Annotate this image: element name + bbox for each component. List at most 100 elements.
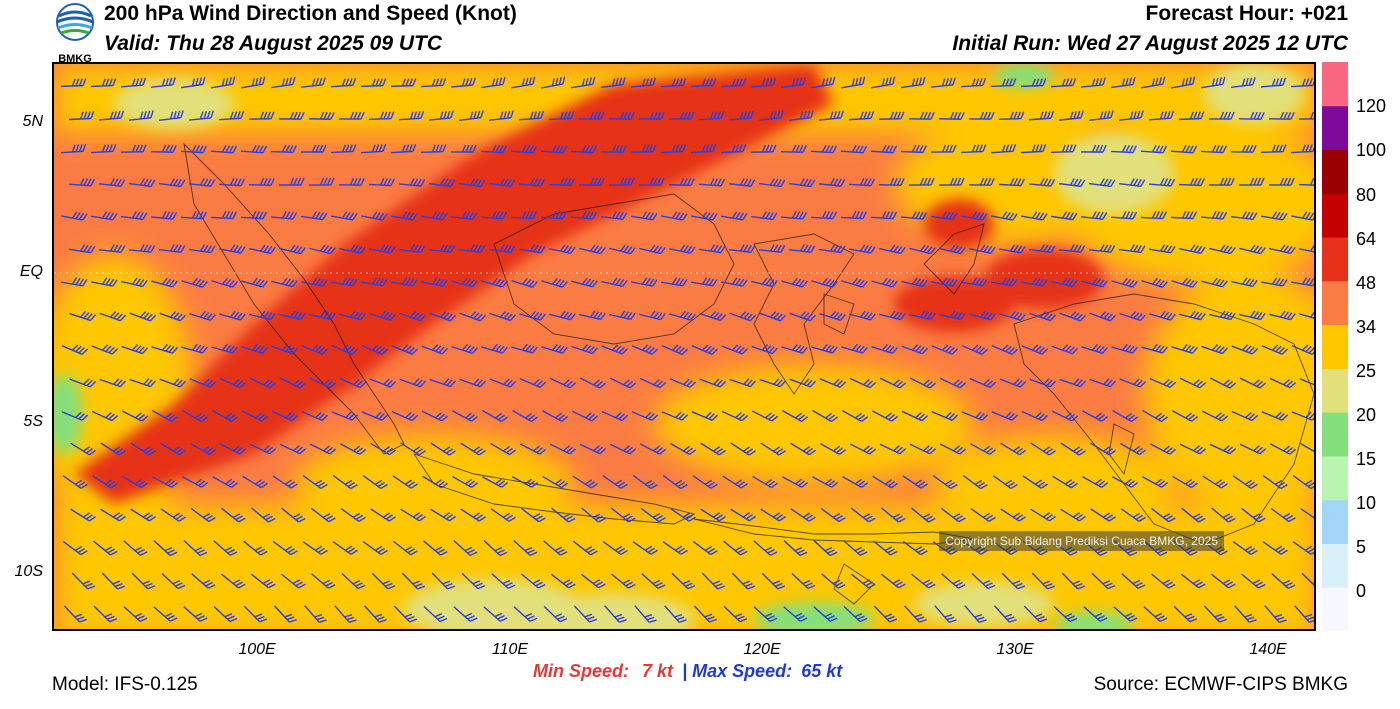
wind-barb: [219, 377, 247, 389]
wind-barb: [71, 572, 96, 590]
wind-barb: [451, 277, 478, 288]
wind-barb: [549, 443, 577, 455]
wind-barb: [570, 144, 597, 154]
wind-barb: [308, 111, 335, 120]
wind-barb: [309, 244, 336, 255]
wind-barb: [611, 573, 636, 589]
wind-barb: [549, 377, 577, 389]
colorbar-swatch: [1322, 368, 1348, 413]
wind-barb: [930, 77, 956, 88]
wind-barb: [638, 111, 665, 120]
wind-barb: [69, 378, 97, 388]
wind-barb: [632, 541, 658, 555]
wind-barb: [1234, 605, 1257, 623]
wind-barb: [932, 475, 958, 490]
wind-barb: [930, 144, 957, 153]
wind-barb: [458, 110, 484, 121]
lon-label-130e: 130E: [996, 641, 1034, 658]
wind-barb: [1170, 144, 1198, 154]
wind-barb: [990, 78, 1017, 88]
max-speed-value: 65 kt: [801, 661, 843, 681]
wind-barb: [211, 343, 238, 354]
wind-barb: [249, 244, 276, 255]
wind-barb: [189, 244, 216, 254]
wind-barb: [541, 277, 568, 288]
wind-barb: [1021, 277, 1048, 287]
wind-barb: [428, 244, 456, 253]
wind-barb: [759, 311, 787, 322]
wind-barb: [971, 572, 996, 590]
wind-barb: [870, 210, 898, 220]
wind-barb: [998, 177, 1025, 187]
wind-barb: [399, 311, 427, 322]
colorbar-swatch: [1322, 499, 1348, 544]
wind-barb: [1058, 110, 1084, 121]
wind-barb: [631, 344, 659, 355]
wind-barb: [98, 178, 126, 187]
wind-barb: [1298, 177, 1314, 187]
wind-barb: [159, 311, 187, 322]
wind-barb: [129, 378, 157, 388]
wind-barb: [820, 443, 847, 455]
wind-barb: [420, 144, 447, 154]
wind-barb: [549, 244, 576, 254]
wind-barb: [548, 111, 575, 121]
wind-barb: [520, 507, 546, 523]
wind-barb: [1021, 344, 1049, 355]
wind-barb: [310, 507, 336, 523]
colorbar-swatch: [1322, 412, 1348, 457]
wind-barb: [1201, 344, 1229, 355]
wind-barb: [1022, 475, 1048, 489]
wind-barb: [602, 475, 628, 489]
wind-barb: [91, 211, 118, 221]
wind-barb: [810, 144, 838, 154]
wind-barb: [578, 177, 605, 186]
wind-barb: [630, 144, 657, 153]
wind-barb: [760, 442, 786, 456]
wind-barb: [1264, 605, 1287, 623]
wind-barb: [1200, 210, 1228, 220]
colorbar-swatch: [1322, 280, 1348, 326]
wind-barb: [309, 443, 337, 455]
wind-barb: [151, 277, 178, 288]
wind-barb: [909, 443, 937, 455]
wind-barb: [151, 343, 178, 354]
wind-barb: [790, 508, 816, 522]
wind-barb: [810, 210, 838, 220]
wind-barb: [1030, 442, 1056, 456]
wind-barb: [572, 475, 598, 489]
wind-barb: [1261, 411, 1289, 421]
wind-barb: [840, 144, 868, 154]
wind-barb: [61, 277, 88, 287]
wind-barb: [910, 573, 936, 589]
wind-barb: [1181, 507, 1206, 523]
wind-barb: [1000, 508, 1026, 522]
wind-barb: [399, 244, 426, 254]
wind-barb: [871, 76, 896, 89]
wind-barb: [241, 277, 268, 288]
wind-barb: [699, 244, 726, 254]
wind-barb: [1151, 573, 1176, 589]
wind-barb: [69, 244, 96, 254]
wind-barb: [721, 277, 748, 287]
wind-barb: [1112, 409, 1139, 423]
wind-barb: [1029, 378, 1057, 388]
wind-barb: [879, 310, 906, 321]
wind-barb: [939, 443, 967, 455]
wind-barb: [669, 310, 696, 321]
wind-barb: [331, 411, 359, 421]
wind-barb: [308, 177, 335, 186]
wind-barb: [1301, 572, 1314, 590]
wind-barb: [671, 572, 696, 590]
wind-barb: [991, 277, 1018, 287]
max-speed-label: Max Speed:: [692, 661, 793, 681]
wind-barb: [331, 211, 358, 221]
wind-barb: [570, 210, 598, 220]
wind-barb: [1110, 210, 1138, 220]
wind-barb: [488, 178, 516, 187]
wind-barb: [1268, 111, 1295, 120]
wind-barb: [1053, 605, 1078, 623]
wind-barb: [1061, 572, 1086, 590]
wind-barb: [813, 606, 838, 622]
wind-barb: [129, 178, 156, 188]
